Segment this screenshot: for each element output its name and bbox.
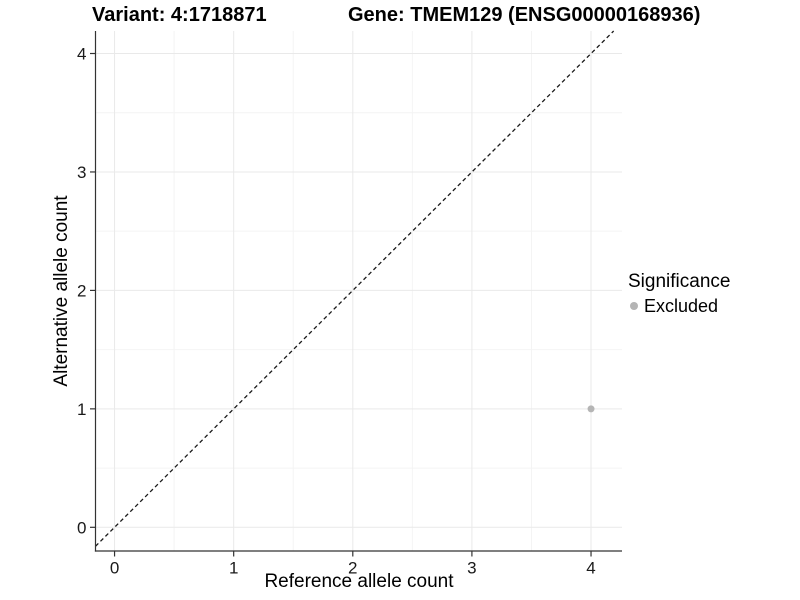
x-tick-label: 3	[467, 559, 476, 578]
y-tick-label: 1	[77, 400, 86, 419]
gene-title: Gene: TMEM129 (ENSG00000168936)	[348, 4, 701, 26]
legend-marker-circle-icon	[630, 302, 638, 310]
y-tick-label: 2	[77, 281, 86, 300]
y-axis-title: Alternative allele count	[51, 195, 72, 387]
legend: Significance Excluded	[628, 271, 730, 316]
y-tick-label: 0	[77, 518, 86, 537]
x-tick-label: 4	[586, 559, 595, 578]
variant-title: Variant: 4:1718871	[92, 4, 267, 26]
x-tick-label: 1	[229, 559, 238, 578]
identity-line	[95, 30, 615, 547]
x-axis-title: Reference allele count	[264, 571, 454, 592]
x-tick-label: 0	[110, 559, 119, 578]
legend-item-excluded: Excluded	[628, 296, 730, 316]
y-tick-label: 3	[77, 163, 86, 182]
plot-panel	[95, 31, 622, 551]
data-point	[587, 405, 595, 413]
y-tick-label: 4	[77, 45, 86, 64]
legend-item-label: Excluded	[644, 296, 719, 316]
x-tick-label: 2	[348, 559, 357, 578]
legend-title: Significance	[628, 271, 731, 292]
